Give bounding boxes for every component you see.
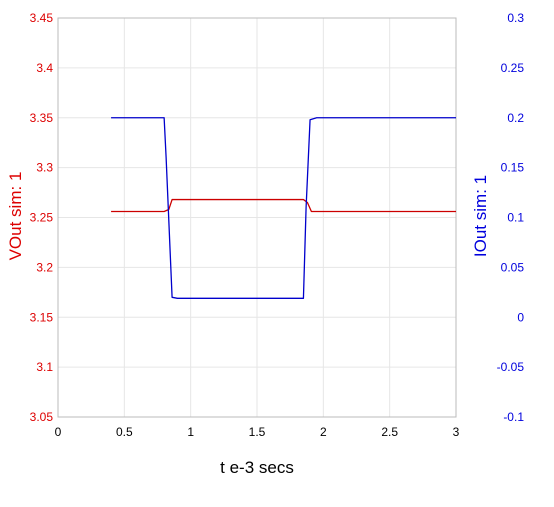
y-left-tick-label: 3.4 — [36, 61, 53, 75]
iout-series-line — [111, 117, 456, 299]
x-tick-label: 1.5 — [249, 425, 266, 439]
y-right-tick-label: 0.15 — [501, 161, 525, 175]
y-right-tick-label: 0.2 — [507, 111, 524, 125]
y-left-tick-label: 3.05 — [30, 410, 54, 424]
y-right-tick-label: 0.05 — [501, 260, 525, 274]
y-left-tick-label: 3.35 — [30, 111, 54, 125]
y-left-tick-label: 3.25 — [30, 211, 54, 225]
tick-labels: 0 0.5 1 1.5 2 2.5 3 3.05 3.1 3.15 3.2 3.25 3.3 3.35 3.… — [30, 11, 525, 439]
left-axis-label: VOut sim: 1 — [6, 172, 25, 261]
y-left-tick-label: 3.45 — [30, 11, 54, 25]
x-tick-label: 2 — [320, 425, 327, 439]
y-left-tick-label: 3.1 — [36, 360, 53, 374]
x-tick-label: 1 — [187, 425, 194, 439]
y-left-tick-label: 3.2 — [36, 260, 53, 274]
y-right-tick-label: 0 — [517, 310, 524, 324]
series-layer — [111, 117, 456, 299]
x-tick-label: 0 — [55, 425, 62, 439]
y-left-tick-label: 3.15 — [30, 310, 54, 324]
y-right-tick-label: 0.1 — [507, 211, 524, 225]
y-left-tick-label: 3.3 — [36, 161, 53, 175]
y-right-tick-label: 0.3 — [507, 11, 524, 25]
y-right-tick-label: -0.05 — [497, 360, 525, 374]
y-right-tick-label: -0.1 — [503, 410, 524, 424]
x-tick-label: 3 — [453, 425, 460, 439]
x-tick-label: 0.5 — [116, 425, 133, 439]
x-tick-label: 2.5 — [381, 425, 398, 439]
y-right-tick-label: 0.25 — [501, 61, 525, 75]
plot-frame — [57, 17, 457, 418]
x-axis-label: t e-3 secs — [220, 458, 294, 477]
right-axis-label: IOut sim: 1 — [471, 175, 490, 257]
